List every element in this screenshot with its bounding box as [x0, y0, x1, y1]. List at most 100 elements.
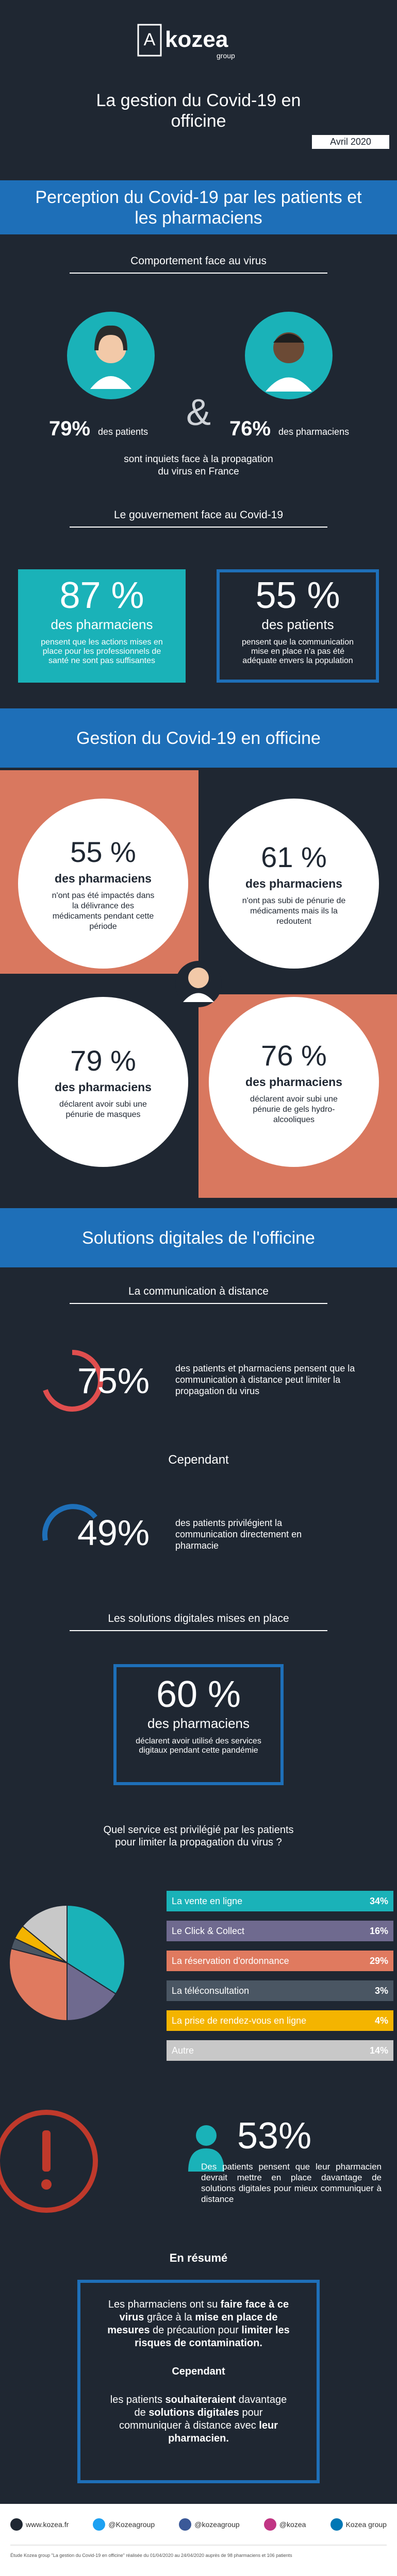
stat-text: pensent que les actions mises en place p…	[41, 638, 163, 665]
arc-decoration	[42, 1504, 97, 1541]
section-heading: Gestion du Covid-19 en officine	[0, 708, 397, 768]
chart-title: Quel service est privilégié par les pati…	[103, 1824, 294, 1848]
value-label: 34%	[370, 1896, 388, 1906]
subheading: Le gouvernement face au Covid-19	[70, 509, 327, 528]
avatar-face	[95, 332, 126, 363]
stat-label: des patients	[261, 617, 334, 632]
footer-link: www.kozea.fr	[10, 2518, 69, 2531]
value-label: 4%	[375, 2015, 388, 2026]
footer-link: Kozea group	[330, 2518, 387, 2531]
summary-part: Les pharmaciens ont su	[108, 2299, 221, 2310]
legend-bar	[167, 1921, 393, 1941]
value-label: 16%	[370, 1926, 388, 1936]
stat-box: 87 % des pharmaciens pensent que les act…	[18, 569, 186, 683]
stat-text: déclarent avoir subi une pénurie de gels…	[250, 1095, 338, 1124]
stat-pct: 79 %	[70, 1044, 136, 1077]
icon-face	[188, 968, 209, 988]
stat-pct: 55 %	[70, 836, 136, 868]
stat-text: des patients privilégient la communicati…	[175, 1518, 302, 1551]
stat-label: des pharmaciens	[55, 872, 152, 885]
person-head	[196, 2125, 217, 2146]
however: Cependant	[172, 2366, 225, 2377]
footer-link: @kozeagroup	[179, 2518, 240, 2531]
footer-links: www.kozea.fr @Kozeagroup @kozeagroup @kozea…	[10, 2518, 387, 2531]
summary-part: de précaution pour	[150, 2325, 242, 2336]
summary-part: souhaiteraient	[165, 2394, 236, 2405]
link-icon	[179, 2518, 192, 2531]
icon-coat	[183, 993, 214, 1002]
link-text: @kozeagroup	[194, 2520, 240, 2529]
stat-text: n'ont pas subi de pénurie de médicaments…	[242, 896, 346, 926]
legend-bar	[167, 1951, 393, 1971]
stat-pct: 75%	[77, 1361, 150, 1401]
link-text: Kozea group	[345, 2520, 387, 2529]
legend-bar	[167, 2040, 393, 2061]
summary-part: pour communiquer à distance avec	[119, 2407, 266, 2431]
stat-label: des pharmaciens	[278, 427, 350, 437]
summary-part: leur pharmacien.	[168, 2420, 281, 2444]
stat-pct: 76 %	[261, 1039, 327, 1072]
link-text: www.kozea.fr	[26, 2520, 69, 2529]
main-title: La gestion du Covid-19 en officine	[96, 91, 301, 131]
summary-text: Les pharmaciens ont su faire face à ce v…	[104, 2298, 293, 2350]
avatar-coat	[266, 377, 312, 392]
legend-label: La téléconsultation	[172, 1986, 249, 1996]
stat-label: des pharmaciens	[51, 617, 153, 632]
legend-bar	[167, 2010, 393, 2031]
stat-box: 60 % des pharmaciens déclarent avoir uti…	[113, 1664, 284, 1785]
summary-part: solutions digitales	[148, 2407, 239, 2418]
logo-letter: A	[144, 30, 156, 49]
footer-bg	[0, 2504, 397, 2576]
summary-text: les patients souhaiteraient davantage de…	[104, 2394, 293, 2445]
however: Cependant	[168, 1453, 229, 1467]
legend-bar	[167, 1891, 393, 1911]
stat-circle: 61 % des pharmaciens n'ont pas subi de pén…	[209, 799, 379, 969]
logo: kozea	[165, 27, 228, 52]
stat-label: des pharmaciens	[245, 877, 342, 890]
subheading: La communication à distance	[70, 1285, 327, 1304]
legend-label: Le Click & Collect	[172, 1926, 244, 1936]
pie-slice	[22, 1904, 68, 1964]
summary-part: faire face à ce virus	[119, 2299, 292, 2323]
stat-text: n'ont pas été impactés dans la délivranc…	[52, 891, 155, 931]
link-icon	[263, 2518, 276, 2531]
stat-pct: 76%	[229, 417, 271, 440]
section-heading: Perception du Covid-19 par les patients …	[0, 180, 397, 234]
stat-text: Des patients pensent que leur pharmacien…	[201, 2162, 382, 2204]
summary-title: En résumé	[169, 2251, 228, 2264]
legend-label: Autre	[172, 2045, 194, 2056]
person-body	[188, 2148, 224, 2172]
stat-pct: 61 %	[261, 841, 327, 873]
stat-pct: 60 %	[156, 1674, 241, 1715]
date: Avril 2020	[312, 135, 389, 149]
stat-circle: 79 % des pharmaciens déclarent avoir subi …	[18, 997, 188, 1167]
stat-pct: 79%	[49, 417, 91, 440]
warning-circle	[0, 2110, 98, 2213]
footer-note: Étude Kozea group "La gestion du Covid-1…	[10, 2553, 292, 2558]
pie-slice	[67, 1962, 117, 2022]
summary-box: Les pharmaciens ont su faire face à ce v…	[77, 2280, 320, 2483]
stat-pct: 87 %	[59, 575, 144, 616]
link-icon	[10, 2518, 23, 2531]
warning-bar	[42, 2130, 51, 2172]
link-text: @kozea	[279, 2520, 306, 2529]
link-icon	[330, 2518, 343, 2531]
summary-part: davantage de	[134, 2394, 290, 2418]
section-heading: Solutions digitales de l'officine	[0, 1208, 397, 1267]
stat-text: déclarent avoir utilisé des services dig…	[136, 1737, 261, 1755]
pie-slice	[9, 1947, 68, 2022]
legend-bar	[167, 1980, 393, 2001]
value-label: 29%	[370, 1956, 388, 1966]
legend-label: La réservation d'ordonnance	[172, 1956, 289, 1966]
link-icon	[93, 2518, 106, 2531]
avatar-hair	[273, 333, 304, 343]
ampersand: &	[186, 392, 211, 433]
stat-text: pensent que la communication mise en pla…	[241, 638, 354, 665]
stat-circle: 76 % des pharmaciens déclarent avoir subi …	[209, 997, 379, 1167]
value-label: 3%	[375, 1986, 388, 1996]
summary-part: les patients	[110, 2394, 166, 2405]
stat-circle: 55 % des pharmaciens n'ont pas été impacté…	[18, 799, 188, 969]
